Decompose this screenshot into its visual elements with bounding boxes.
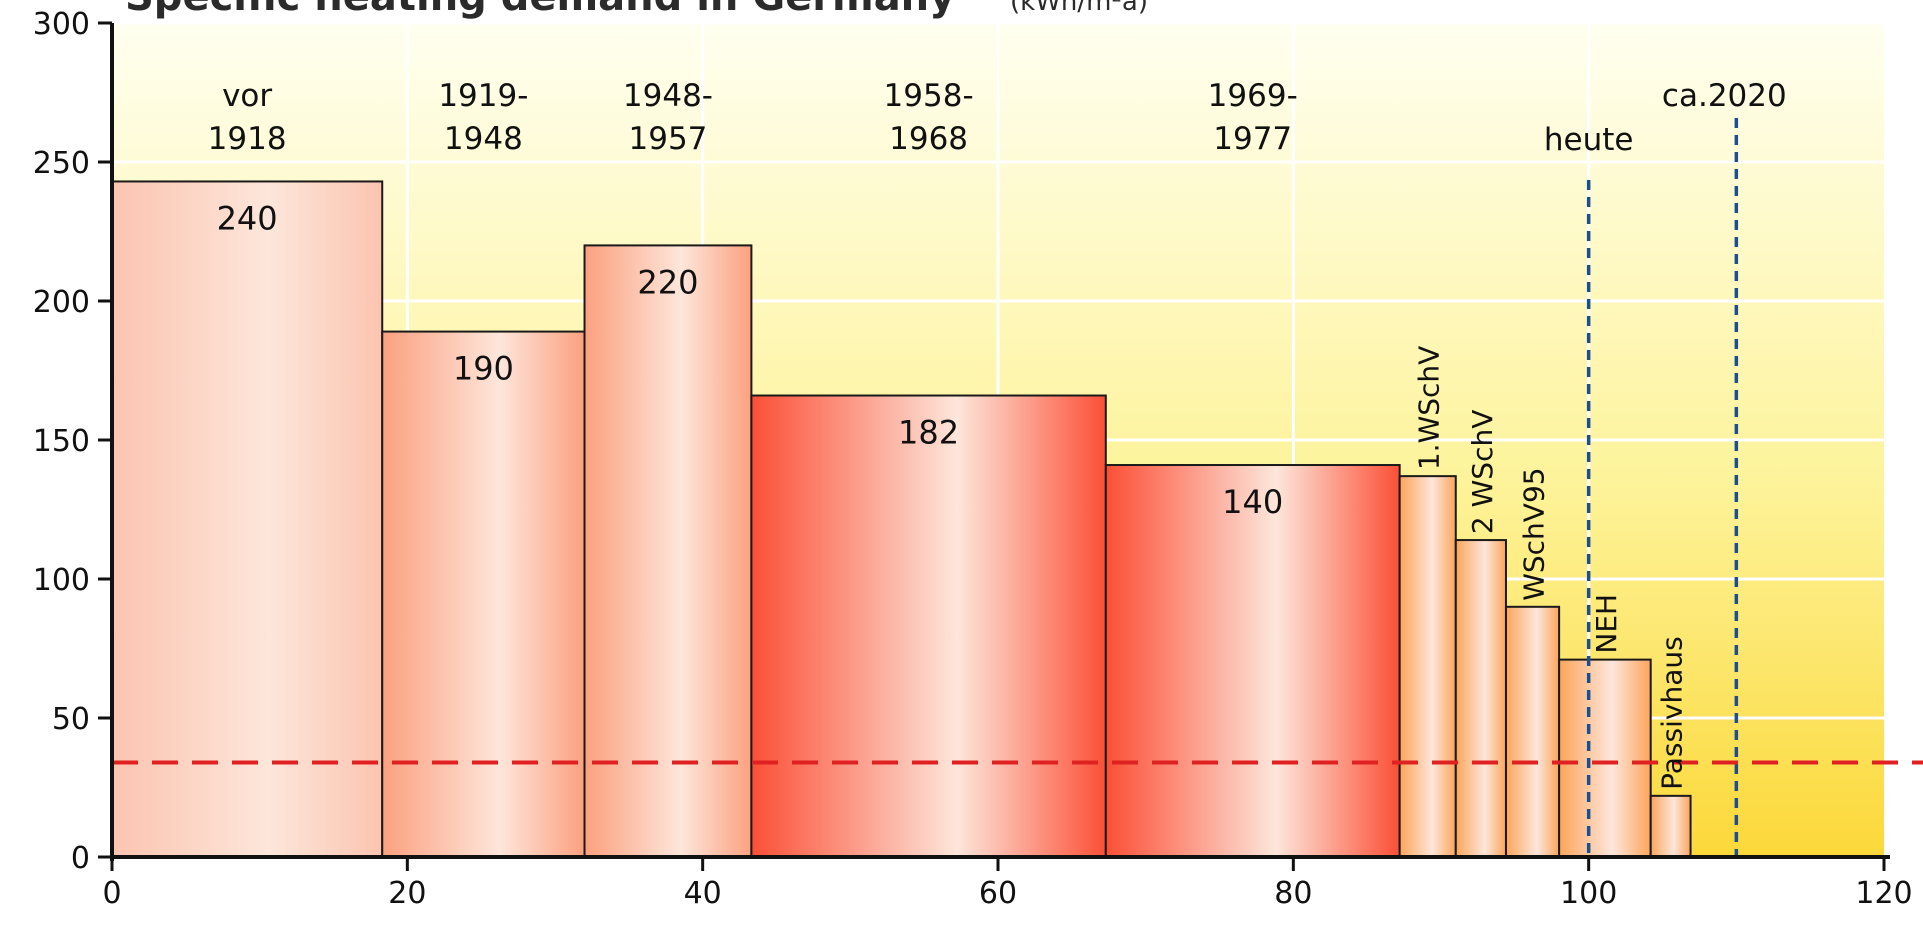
y-tick-label: 100 <box>33 563 90 598</box>
x-tick-label: 20 <box>388 876 426 911</box>
bar <box>1504 605 1561 858</box>
reference-label-2020: ca.2020 <box>1662 78 1787 114</box>
period-label: 1948 <box>444 121 523 157</box>
standard-label: NEH <box>1590 594 1623 654</box>
x-tick-label: 120 <box>1855 876 1912 911</box>
period-label: 1919- <box>438 78 528 114</box>
bar <box>1649 794 1692 859</box>
period-label: 1957 <box>629 121 708 157</box>
period-label: 1977 <box>1213 121 1292 157</box>
standard-label: WSchV95 <box>1518 467 1551 600</box>
bar-value-label: 240 <box>217 199 278 237</box>
period-label: 1968 <box>889 121 968 157</box>
bar-value-label: 220 <box>637 263 698 301</box>
bar <box>1558 658 1652 858</box>
y-tick-label: 250 <box>33 146 90 181</box>
period-label: 1958- <box>884 78 974 114</box>
bar <box>750 394 1107 858</box>
chart-title: Specific heating demand in Germany <box>125 0 955 20</box>
y-tick-label: 0 <box>71 841 90 876</box>
x-tick-label: 80 <box>1274 876 1312 911</box>
y-tick-label: 300 <box>33 7 90 42</box>
bar <box>111 180 384 858</box>
bar <box>1454 539 1507 859</box>
bar <box>381 330 586 858</box>
x-tick-label: 60 <box>979 876 1017 911</box>
period-label: 1948- <box>623 78 713 114</box>
reference-label-heute: heute <box>1544 122 1634 158</box>
bar <box>1104 464 1401 858</box>
y-tick-label: 150 <box>33 424 90 459</box>
period-label: vor <box>222 78 272 114</box>
bar-value-label: 182 <box>898 414 959 452</box>
bar-value-label: 190 <box>453 350 514 388</box>
chart-title-unit: (kWh/m²a) <box>1010 0 1148 17</box>
x-tick-label: 40 <box>684 876 722 911</box>
standard-label: 1.WSchV <box>1413 346 1446 470</box>
x-tick-label: 0 <box>102 876 121 911</box>
x-tick-label: 100 <box>1560 876 1617 911</box>
period-label: 1918 <box>208 121 287 157</box>
y-tick-label: 50 <box>52 702 90 737</box>
bar <box>1398 475 1457 858</box>
bar-value-label: 140 <box>1222 483 1283 521</box>
standard-label: Passivhaus <box>1656 636 1689 790</box>
y-tick-label: 200 <box>33 285 90 320</box>
bar <box>583 244 753 858</box>
standard-label: 2 WSchV <box>1466 410 1499 534</box>
period-label: 1969- <box>1208 78 1298 114</box>
